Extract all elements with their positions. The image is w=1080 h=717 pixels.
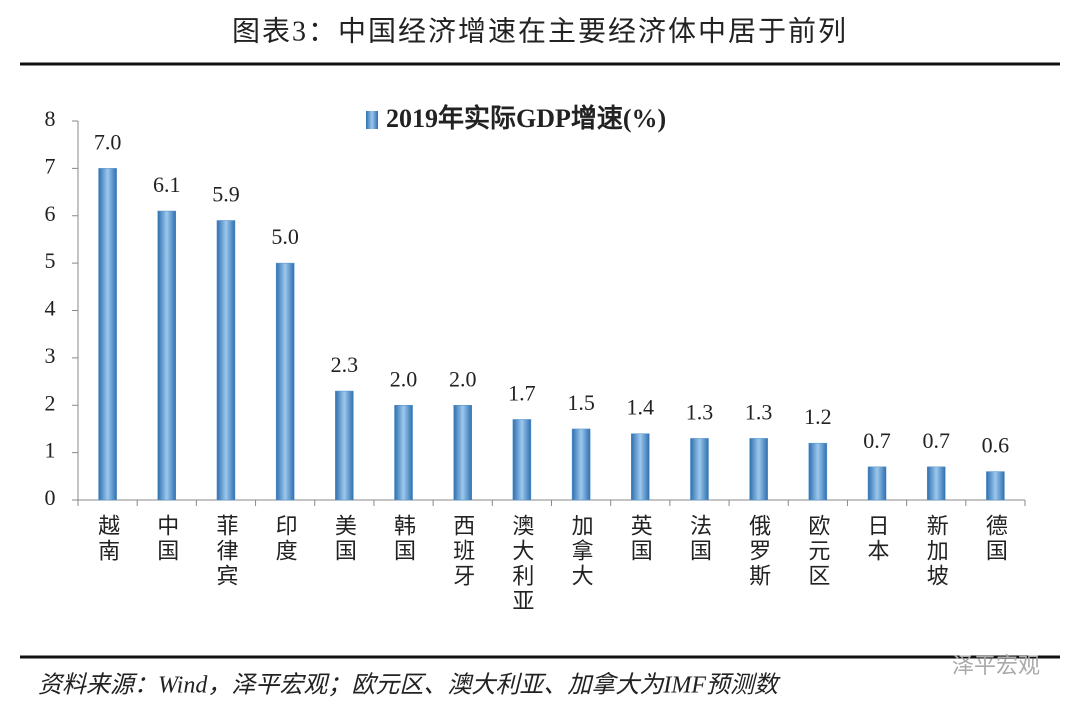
bar bbox=[275, 262, 295, 501]
value-label: 1.5 bbox=[567, 390, 595, 415]
bar bbox=[157, 210, 177, 501]
legend-label: 2019年实际GDP增速(%) bbox=[386, 103, 666, 133]
bar bbox=[926, 466, 946, 501]
value-label: 7.0 bbox=[94, 129, 122, 154]
value-label: 1.2 bbox=[804, 404, 832, 429]
x-tick-label: 法国 bbox=[687, 514, 712, 564]
y-tick-label: 4 bbox=[45, 296, 56, 321]
source-note: 资料来源：Wind，泽平宏观；欧元区、澳大利亚、加拿大为IMF预测数 bbox=[38, 672, 781, 699]
y-tick-label: 1 bbox=[45, 438, 56, 463]
y-tick-label: 5 bbox=[45, 248, 56, 273]
x-tick-label: 加拿大 bbox=[569, 514, 594, 589]
x-tick-label: 英国 bbox=[628, 514, 653, 564]
x-tick-label: 菲律宾 bbox=[213, 514, 238, 589]
bar bbox=[749, 438, 768, 501]
y-tick-label: 7 bbox=[45, 153, 56, 178]
x-tick-label: 德国 bbox=[983, 514, 1008, 564]
bar bbox=[394, 405, 413, 501]
value-label: 2.3 bbox=[331, 352, 359, 377]
y-tick-label: 2 bbox=[45, 390, 56, 415]
bar bbox=[808, 442, 828, 501]
value-label: 0.6 bbox=[982, 433, 1010, 458]
value-label: 1.7 bbox=[508, 381, 536, 406]
bar bbox=[335, 390, 354, 501]
x-tick-label: 韩国 bbox=[391, 514, 416, 564]
y-tick-label: 3 bbox=[45, 343, 56, 368]
value-label: 1.3 bbox=[745, 399, 773, 424]
bar bbox=[98, 168, 117, 501]
y-tick-label: 8 bbox=[45, 106, 56, 131]
x-tick-label: 日本 bbox=[865, 514, 890, 564]
x-tick-label: 中国 bbox=[154, 514, 179, 564]
bar bbox=[631, 433, 650, 501]
value-label: 1.3 bbox=[686, 399, 714, 424]
watermark: 泽平宏观 bbox=[952, 653, 1040, 678]
value-label: 1.4 bbox=[627, 395, 655, 420]
value-label: 5.9 bbox=[212, 182, 240, 207]
y-tick-label: 6 bbox=[45, 201, 56, 226]
x-tick-label: 越南 bbox=[95, 514, 120, 564]
chart-title: 图表3：中国经济增速在主要经济体中居于前列 bbox=[232, 15, 848, 47]
x-tick-label: 新加坡 bbox=[924, 514, 949, 589]
x-tick-label: 印度 bbox=[273, 514, 298, 564]
value-label: 6.1 bbox=[153, 172, 181, 197]
x-tick-label: 俄罗斯 bbox=[746, 514, 771, 589]
x-tick-label: 西班牙 bbox=[450, 514, 475, 589]
value-label: 0.7 bbox=[922, 428, 950, 453]
bar bbox=[690, 438, 709, 501]
value-label: 5.0 bbox=[271, 224, 299, 249]
x-tick-label: 澳大利亚 bbox=[509, 514, 534, 614]
bar bbox=[512, 419, 532, 501]
y-tick-label: 0 bbox=[45, 485, 56, 510]
x-tick-label: 欧元区 bbox=[805, 514, 830, 589]
value-label: 2.0 bbox=[390, 366, 418, 391]
bar bbox=[867, 466, 887, 501]
bar bbox=[453, 405, 472, 501]
value-label: 0.7 bbox=[863, 428, 891, 453]
legend-swatch bbox=[366, 111, 378, 129]
value-label: 2.0 bbox=[449, 366, 477, 391]
x-tick-label: 美国 bbox=[332, 514, 357, 564]
bar bbox=[986, 471, 1005, 501]
bar bbox=[571, 428, 591, 501]
bar bbox=[216, 220, 236, 501]
